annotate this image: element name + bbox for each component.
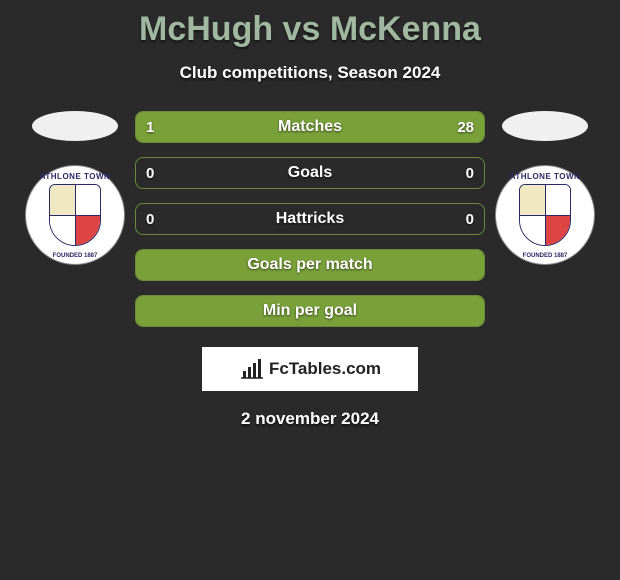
right-badge-bottom-text: FOUNDED 1887 (496, 253, 594, 259)
page-subtitle: Club competitions, Season 2024 (0, 63, 620, 83)
stat-label: Hattricks (276, 210, 344, 228)
page-title: McHugh vs McKenna (0, 0, 620, 49)
shield-icon (519, 184, 571, 246)
stat-bar: 0 0 Hattricks (135, 203, 485, 235)
stat-value-left: 0 (146, 165, 154, 182)
left-badge-top-text: ATHLONE TOWN (26, 172, 124, 181)
stat-value-right: 28 (457, 119, 474, 136)
stat-label: Min per goal (263, 302, 357, 320)
stat-value-left: 0 (146, 211, 154, 228)
left-team-badge: ATHLONE TOWN FOUNDED 1887 (25, 165, 125, 265)
comparison-content: ATHLONE TOWN FOUNDED 1887 1 28 Matches 0 0 Go… (0, 111, 620, 327)
right-side: ATHLONE TOWN FOUNDED 1887 (485, 111, 605, 265)
stat-label: Goals (288, 164, 332, 182)
brand-box[interactable]: FcTables.com (202, 347, 418, 391)
stat-bar: 0 0 Goals (135, 157, 485, 189)
brand-text: FcTables.com (269, 359, 381, 379)
stat-bars: 1 28 Matches 0 0 Goals 0 0 Hattricks Goals per ma… (135, 111, 485, 327)
stat-bar: Min per goal (135, 295, 485, 327)
stat-label: Matches (278, 118, 342, 136)
shield-icon (49, 184, 101, 246)
stat-bar: Goals per match (135, 249, 485, 281)
left-avatar-placeholder (32, 111, 118, 141)
right-badge-top-text: ATHLONE TOWN (496, 172, 594, 181)
left-badge-bottom-text: FOUNDED 1887 (26, 253, 124, 259)
date-text: 2 november 2024 (0, 409, 620, 429)
stat-label: Goals per match (247, 256, 372, 274)
stat-value-left: 1 (146, 119, 154, 136)
stat-value-right: 0 (466, 211, 474, 228)
stat-bar: 1 28 Matches (135, 111, 485, 143)
left-side: ATHLONE TOWN FOUNDED 1887 (15, 111, 135, 265)
right-team-badge: ATHLONE TOWN FOUNDED 1887 (495, 165, 595, 265)
stat-value-right: 0 (466, 165, 474, 182)
bar-chart-icon (239, 358, 265, 380)
right-avatar-placeholder (502, 111, 588, 141)
